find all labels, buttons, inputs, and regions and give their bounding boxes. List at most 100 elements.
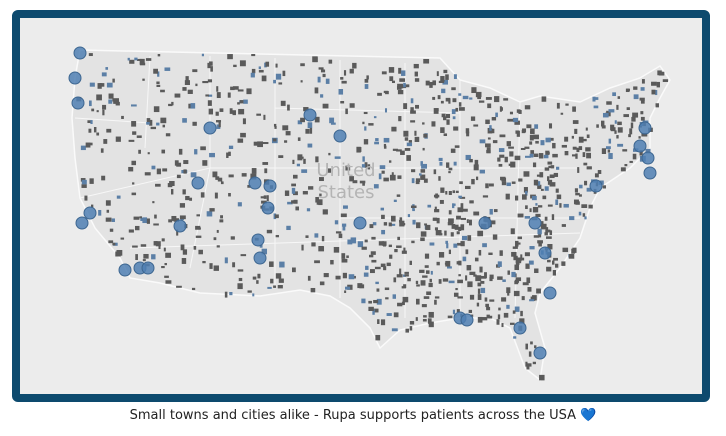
location xyxy=(452,116,456,120)
location xyxy=(487,103,492,109)
location xyxy=(480,275,487,279)
map xyxy=(20,18,702,394)
location xyxy=(359,180,366,184)
location xyxy=(511,271,516,278)
location xyxy=(134,57,138,61)
location xyxy=(410,120,416,123)
location xyxy=(91,108,95,112)
location xyxy=(413,63,419,69)
location xyxy=(103,139,108,144)
location xyxy=(89,178,94,184)
location xyxy=(305,235,309,238)
location xyxy=(300,156,304,159)
location xyxy=(310,287,316,293)
location xyxy=(257,141,263,148)
location xyxy=(404,271,409,274)
location xyxy=(307,122,313,129)
location xyxy=(401,70,406,76)
location xyxy=(334,220,339,225)
location xyxy=(471,87,477,94)
location xyxy=(87,120,91,124)
location xyxy=(548,137,554,141)
location xyxy=(601,120,605,127)
location xyxy=(205,94,209,97)
location xyxy=(218,121,221,128)
location xyxy=(383,177,389,182)
location xyxy=(412,208,415,212)
location xyxy=(632,112,639,118)
location xyxy=(532,361,536,365)
location xyxy=(542,195,547,200)
location xyxy=(628,134,631,138)
location xyxy=(469,200,474,204)
location xyxy=(131,121,137,127)
location xyxy=(529,131,534,134)
location xyxy=(434,227,438,231)
location xyxy=(448,98,451,104)
location xyxy=(602,112,609,118)
location xyxy=(455,287,458,291)
location xyxy=(149,119,153,126)
location xyxy=(191,287,196,291)
location xyxy=(633,86,638,90)
location xyxy=(189,197,193,201)
location xyxy=(364,162,368,168)
location xyxy=(501,323,504,328)
location xyxy=(525,361,528,367)
location xyxy=(275,273,282,279)
location xyxy=(444,262,448,265)
location xyxy=(338,233,343,239)
hub xyxy=(191,176,205,190)
location xyxy=(378,173,382,180)
location xyxy=(555,263,559,268)
location xyxy=(473,164,479,171)
location xyxy=(357,283,363,289)
location xyxy=(193,246,197,250)
location xyxy=(527,363,532,367)
location xyxy=(518,178,523,182)
location xyxy=(91,204,94,208)
location xyxy=(105,217,112,222)
location xyxy=(262,142,269,145)
location xyxy=(302,191,308,195)
location xyxy=(616,104,619,110)
location xyxy=(165,252,172,258)
location xyxy=(450,232,454,237)
location xyxy=(142,78,145,81)
location xyxy=(606,101,612,105)
location xyxy=(462,95,469,100)
location xyxy=(586,152,592,159)
location xyxy=(156,84,161,87)
location xyxy=(573,199,579,205)
location xyxy=(246,88,252,95)
location xyxy=(183,169,187,174)
location xyxy=(475,275,482,282)
location xyxy=(612,92,617,97)
location xyxy=(317,76,321,83)
location xyxy=(209,263,213,269)
location xyxy=(136,58,142,61)
location xyxy=(467,235,472,241)
location xyxy=(423,296,430,299)
location xyxy=(479,139,486,144)
location xyxy=(481,317,488,321)
location xyxy=(362,121,365,125)
location xyxy=(469,294,475,300)
location xyxy=(421,304,427,308)
location xyxy=(641,132,648,137)
location xyxy=(403,82,406,88)
location xyxy=(151,165,156,170)
location xyxy=(571,135,574,139)
location xyxy=(485,303,489,308)
location xyxy=(469,158,473,163)
location xyxy=(272,138,277,142)
location xyxy=(293,199,298,204)
location xyxy=(457,296,463,299)
location xyxy=(318,67,324,70)
location xyxy=(581,204,588,208)
location xyxy=(349,68,354,74)
location xyxy=(195,83,198,87)
location xyxy=(429,81,433,88)
location xyxy=(497,261,502,267)
location xyxy=(524,146,530,149)
